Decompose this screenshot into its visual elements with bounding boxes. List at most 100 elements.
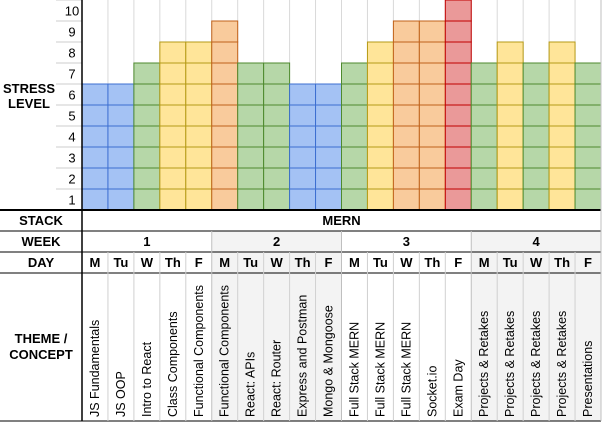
- y-tick-label: 9: [68, 25, 75, 40]
- bar-cell-2-3: [107, 146, 135, 169]
- theme-label: Class Components: [166, 311, 180, 417]
- bar-cell-4-8: [159, 41, 187, 64]
- bar-cell-14-2: [418, 167, 446, 190]
- y-axis-label: LEVEL: [8, 96, 50, 111]
- bar-cell-6-1: [211, 188, 239, 211]
- bar-cell-12-8: [366, 41, 394, 64]
- day-label: M: [479, 255, 490, 270]
- bar-cell-19-6: [548, 83, 576, 106]
- week-number: 3: [403, 234, 410, 249]
- theme-label: Full Stack MERN: [373, 322, 387, 417]
- bar-cell-20-6: [574, 83, 602, 106]
- bar-cell-7-3: [237, 146, 265, 169]
- bar-cell-17-7: [496, 62, 524, 85]
- day-label: Th: [554, 255, 570, 270]
- y-tick-label: 3: [68, 151, 75, 166]
- bar-cell-17-5: [496, 104, 524, 127]
- bar-cell-12-7: [366, 62, 394, 85]
- bar-cell-4-6: [159, 83, 187, 106]
- bar-cell-14-8: [418, 41, 446, 64]
- bar-cell-6-4: [211, 125, 239, 148]
- day-label: Tu: [113, 255, 128, 270]
- bar-cell-7-2: [237, 167, 265, 190]
- week-shade-2: [211, 231, 342, 421]
- theme-label: Full Stack MERN: [399, 322, 413, 417]
- bar-cell-13-6: [392, 83, 420, 106]
- bar-cell-18-3: [522, 146, 550, 169]
- bar-cell-13-7: [392, 62, 420, 85]
- day-label: W: [530, 255, 543, 270]
- bar-cell-13-8: [392, 41, 420, 64]
- bar-cell-19-2: [548, 167, 576, 190]
- day-label: Tu: [373, 255, 388, 270]
- bar-cell-11-1: [341, 188, 368, 211]
- theme-label: React: Router: [270, 340, 284, 417]
- bar-cell-14-1: [418, 188, 446, 211]
- bar-cell-20-3: [574, 146, 602, 169]
- bar-cell-12-5: [366, 104, 394, 127]
- bar-cell-10-4: [315, 125, 342, 148]
- day-label: F: [195, 255, 203, 270]
- bar-cell-7-6: [237, 83, 265, 106]
- bar-cell-2-2: [107, 167, 135, 190]
- bar-cell-3-7: [133, 62, 161, 85]
- bar-cell-12-1: [366, 188, 394, 211]
- bar-cell-8-6: [263, 83, 291, 106]
- y-tick-label: 7: [68, 67, 75, 82]
- bar-cell-2-6: [107, 83, 135, 106]
- bar-cell-14-7: [418, 62, 446, 85]
- bar-cell-20-2: [574, 167, 602, 190]
- bar-cell-18-4: [522, 125, 550, 148]
- y-tick-label: 4: [68, 130, 75, 145]
- day-row-label: DAY: [28, 255, 55, 270]
- day-label: Th: [295, 255, 311, 270]
- bar-cell-3-5: [133, 104, 161, 127]
- bar-cell-5-1: [185, 188, 213, 211]
- week-shade-4: [471, 231, 601, 421]
- bar-cell-18-1: [522, 188, 550, 211]
- bar-cell-15-5: [444, 104, 472, 127]
- bar-cell-4-1: [159, 188, 187, 211]
- bar-cell-13-4: [392, 125, 420, 148]
- bar-cell-15-9: [444, 20, 472, 43]
- bar-cell-9-3: [289, 146, 317, 169]
- bar-cell-17-6: [496, 83, 524, 106]
- bar-cell-8-1: [263, 188, 291, 211]
- bar-cell-18-7: [522, 62, 550, 85]
- bar-cell-5-7: [185, 62, 213, 85]
- bar-cell-16-3: [470, 146, 498, 169]
- bar-cell-15-2: [444, 167, 472, 190]
- bar-cell-16-1: [470, 188, 498, 211]
- bar-cell-1-5: [81, 104, 109, 127]
- y-tick-label: 5: [68, 109, 75, 124]
- bar-cell-6-6: [211, 83, 239, 106]
- bar-cell-7-4: [237, 125, 265, 148]
- bar-cell-13-2: [392, 167, 420, 190]
- bar-cell-15-6: [444, 83, 472, 106]
- bar-cell-1-6: [81, 83, 109, 106]
- bar-cell-11-7: [341, 62, 368, 85]
- bar-cell-5-6: [185, 83, 213, 106]
- bar-cell-11-5: [341, 104, 368, 127]
- bar-cell-5-8: [185, 41, 213, 64]
- bar-cell-6-3: [211, 146, 239, 169]
- bar-cell-17-8: [496, 41, 524, 64]
- bar-cell-9-5: [289, 104, 317, 127]
- bar-cell-10-2: [315, 167, 342, 190]
- bar-cell-14-6: [418, 83, 446, 106]
- day-label: W: [270, 255, 283, 270]
- bar-cell-6-8: [211, 41, 239, 64]
- theme-row-label: CONCEPT: [9, 347, 73, 362]
- bar-cell-4-7: [159, 62, 187, 85]
- theme-label: JS OOP: [114, 371, 128, 417]
- theme-label: Projects & Retakes: [529, 311, 543, 417]
- bar-cell-19-3: [548, 146, 576, 169]
- theme-label: Exam Day: [451, 359, 465, 417]
- bar-cell-8-5: [263, 104, 291, 127]
- bar-cell-18-2: [522, 167, 550, 190]
- bar-cell-3-6: [133, 83, 161, 106]
- bar-cell-2-4: [107, 125, 135, 148]
- bar-cell-15-3: [444, 146, 472, 169]
- week-number: 2: [273, 234, 280, 249]
